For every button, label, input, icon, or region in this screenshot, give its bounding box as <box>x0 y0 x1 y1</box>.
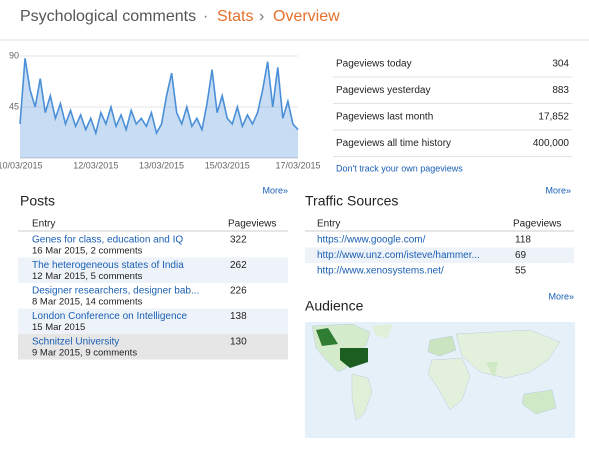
row-background <box>18 308 288 334</box>
y-tick-label: 90 <box>9 50 19 60</box>
south-america <box>351 373 373 421</box>
column-header: Entry <box>317 219 340 230</box>
y-tick-label: 45 <box>9 101 19 111</box>
row-background <box>305 232 574 248</box>
post-meta: 12 Mar 2015, 5 comments <box>32 271 143 282</box>
breadcrumb-overview: Overview <box>273 8 340 25</box>
x-tick-label: 12/03/2015 <box>73 160 118 170</box>
column-header: Pageviews <box>513 219 561 230</box>
post-views: 138 <box>230 311 247 322</box>
source-views: 118 <box>515 235 531 246</box>
post-views: 226 <box>230 286 247 297</box>
x-tick-label: 13/03/2015 <box>139 160 184 170</box>
more-link[interactable]: More» <box>545 185 571 195</box>
traffic-table: Entry Pageviews https://www.google.com/118… <box>305 219 574 279</box>
stat-label: Pageviews all time history <box>336 138 451 149</box>
greenland <box>372 324 392 338</box>
post-title[interactable]: Genes for class, education and IQ <box>32 235 183 246</box>
row-background <box>305 263 574 279</box>
area <box>20 58 298 159</box>
asia <box>455 329 561 379</box>
track-link[interactable]: Don't track your own pageviews <box>336 163 463 173</box>
post-views: 262 <box>230 260 247 271</box>
posts-table: Entry Pageviews Genes for class, education… <box>18 219 288 360</box>
line <box>19 58 299 136</box>
stat-value: 400,000 <box>533 138 570 149</box>
stat-label: Pageviews last month <box>336 112 433 123</box>
post-title[interactable]: Schnitzel University <box>32 337 119 348</box>
stat-value: 304 <box>552 59 569 70</box>
x-tick-label: 10/03/2015 <box>0 160 43 170</box>
stat-label: Pageviews today <box>336 59 412 70</box>
row-background <box>18 334 288 360</box>
post-views: 322 <box>230 235 247 246</box>
post-meta: 9 Mar 2015, 9 comments <box>32 348 137 359</box>
more-link[interactable]: More» <box>262 185 288 195</box>
highlight-country <box>316 328 338 346</box>
column-header: Pageviews <box>228 219 276 230</box>
post-title[interactable]: London Conference on Intelligence <box>32 311 188 322</box>
audience-title: Audience <box>305 298 364 314</box>
post-views: 130 <box>230 337 247 348</box>
row-background <box>18 232 288 258</box>
row-background <box>18 257 288 283</box>
stat-value: 17,852 <box>538 112 569 123</box>
africa <box>427 357 471 411</box>
more-link[interactable]: More» <box>548 291 574 301</box>
x-tick-label: 15/03/2015 <box>205 160 250 170</box>
breadcrumb-stats[interactable]: Stats <box>217 8 253 25</box>
row-background <box>305 247 574 263</box>
posts-title: Posts <box>20 193 55 209</box>
separator: › <box>259 8 264 25</box>
source-url[interactable]: https://www.google.com/ <box>317 235 426 246</box>
post-title[interactable]: Designer researchers, designer bab... <box>32 286 199 297</box>
post-meta: 15 Mar 2015 <box>32 322 85 333</box>
europe <box>427 335 457 357</box>
post-meta: 8 Mar 2015, 14 comments <box>32 297 143 308</box>
separator: · <box>203 8 208 25</box>
audience-map <box>305 322 575 438</box>
column-header: Entry <box>32 219 55 230</box>
post-title[interactable]: The heterogeneous states of India <box>32 260 184 271</box>
source-views: 69 <box>515 250 527 261</box>
source-url[interactable]: http://www.unz.com/isteve/hammer... <box>317 250 480 261</box>
stat-value: 883 <box>552 85 569 96</box>
australia <box>521 389 557 415</box>
traffic-title: Traffic Sources <box>305 193 398 209</box>
summary-table: Pageviews today 304 Pageviews yesterday 883… <box>333 59 572 157</box>
source-views: 55 <box>515 266 527 277</box>
pageview-chart: 45 90 10/03/2015 12/03/2015 13/03/2015 15/03/… <box>0 50 321 170</box>
blog-name[interactable]: Psychological comments <box>20 8 196 25</box>
stat-label: Pageviews yesterday <box>336 85 431 96</box>
source-url[interactable]: http://www.xenosystems.net/ <box>317 266 444 277</box>
x-tick-label: 17/03/2015 <box>275 160 320 170</box>
india <box>486 362 498 378</box>
row-background <box>18 283 288 309</box>
usa <box>340 348 368 368</box>
post-meta: 16 Mar 2015, 2 comments <box>32 246 143 257</box>
